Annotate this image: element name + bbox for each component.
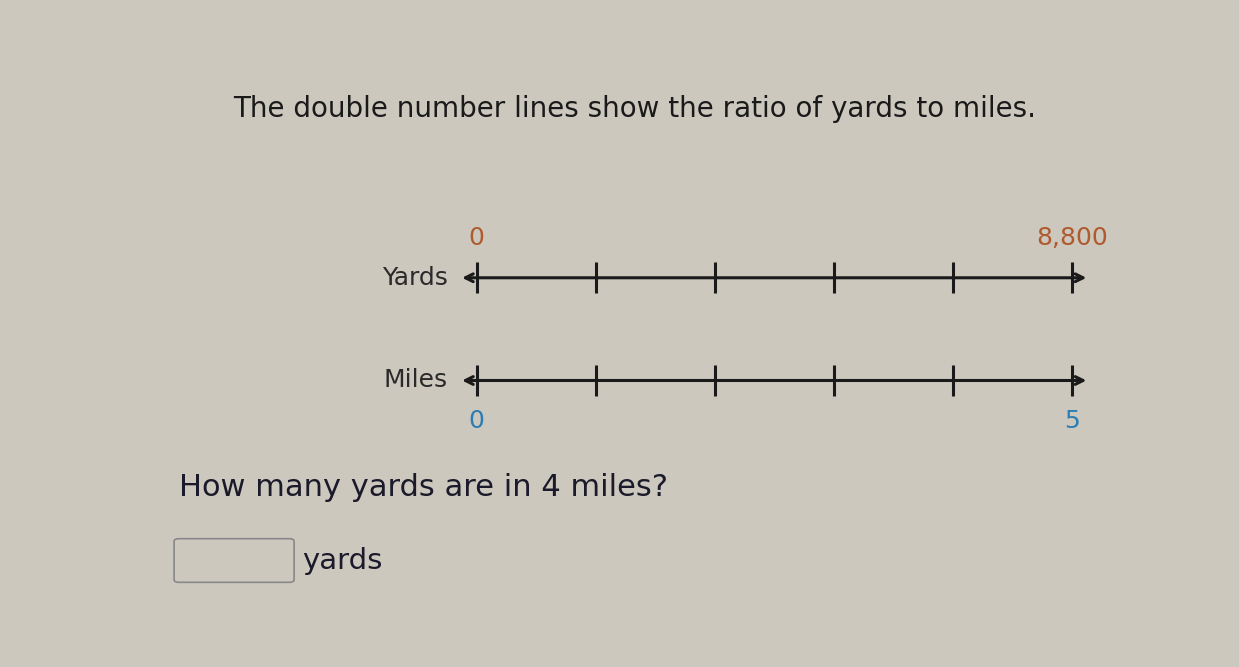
- Text: Yards: Yards: [382, 265, 447, 289]
- Text: 0: 0: [468, 225, 484, 249]
- Text: 0: 0: [468, 409, 484, 433]
- Text: 5: 5: [1064, 409, 1079, 433]
- Text: 8,800: 8,800: [1036, 225, 1108, 249]
- Text: How many yards are in 4 miles?: How many yards are in 4 miles?: [178, 473, 668, 502]
- FancyBboxPatch shape: [173, 539, 294, 582]
- Text: Miles: Miles: [384, 368, 447, 392]
- Text: yards: yards: [302, 546, 382, 574]
- Text: The double number lines show the ratio of yards to miles.: The double number lines show the ratio o…: [233, 95, 1037, 123]
